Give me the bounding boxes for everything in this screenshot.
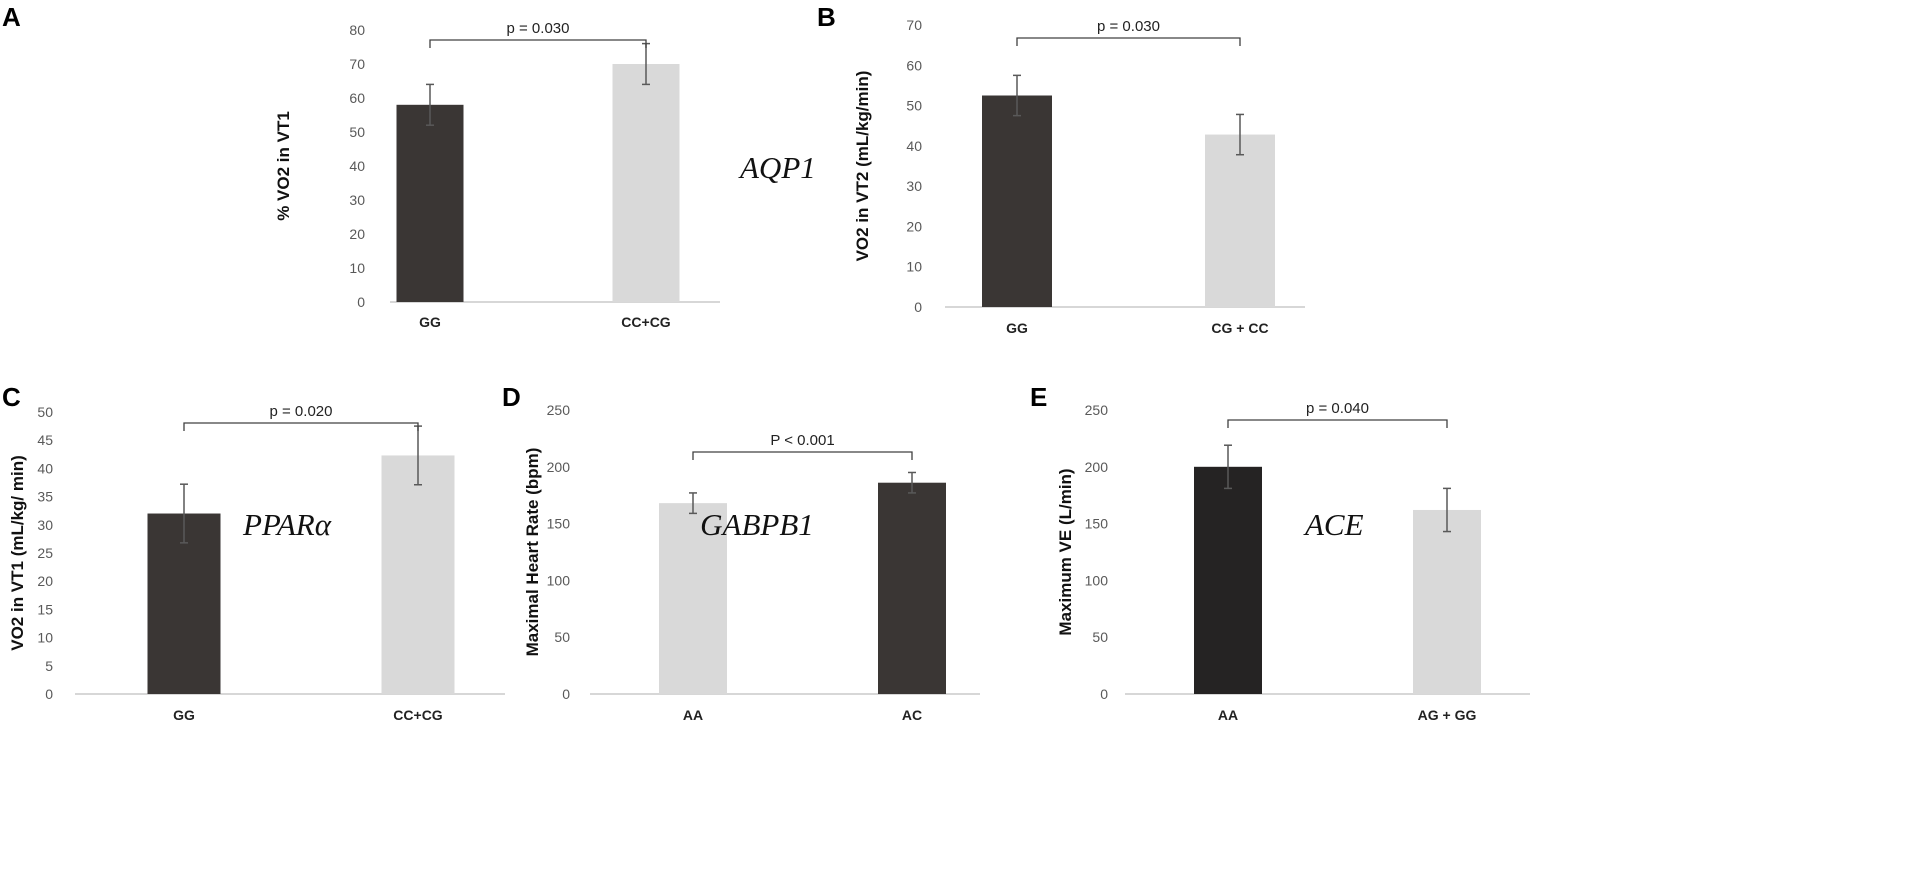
x-category-label: CC+CG [621,314,671,330]
y-tick-label: 5 [45,658,53,674]
x-category-label: AA [683,707,703,723]
panel-c: C 0 5 10 15 20 25 30 35 40 45 50 VO2 in VT1 (mL/kg/ … [2,382,505,723]
y-tick-label: 30 [906,178,922,194]
error-bar [1224,444,1232,490]
x-category-label: GG [1006,320,1028,336]
y-tick-label: 10 [37,630,53,646]
y-axis-label: % VO2 in VT1 [274,111,293,221]
x-category-label: CC+CG [393,707,443,723]
y-tick-label: 70 [349,56,365,72]
bar-ac [878,482,946,694]
y-tick-label: 150 [547,516,571,532]
error-bar [1443,487,1451,533]
significance-bracket [1227,419,1448,428]
y-tick-label: 100 [547,572,571,588]
y-tick-label: 50 [554,629,570,645]
y-tick-label: 40 [37,460,53,476]
y-tick-label: 250 [547,402,571,418]
y-axis-label: VO2 in VT2 (mL/kg/min) [853,71,872,262]
y-tick-label: 50 [37,404,53,420]
y-tick-label: 50 [349,124,365,140]
x-category-label: AC [902,707,922,723]
y-tick-label: 0 [562,686,570,702]
y-axis-label: Maximum VE (L/min) [1056,468,1075,635]
error-bar [908,471,916,494]
y-tick-label: 100 [1085,572,1109,588]
x-category-label: GG [173,707,195,723]
y-axis-label: VO2 in VT1 (mL/kg/ min) [8,455,27,651]
y-tick-label: 40 [349,158,365,174]
panel-letter: E [1030,382,1047,412]
y-tick-label: 20 [37,573,53,589]
p-value-label: p = 0.020 [270,403,333,420]
y-tick-label: 250 [1085,402,1109,418]
y-axis-label: Maximal Heart Rate (bpm) [523,448,542,657]
bar-aa [659,503,727,694]
error-bar [689,492,697,515]
y-tick-label: 20 [906,218,922,234]
y-tick-label: 10 [349,260,365,276]
panel-letter: B [817,2,836,32]
bar-aa [1194,466,1262,694]
p-value-label: P < 0.001 [770,432,834,449]
panel-letter: D [502,382,521,412]
p-value-label: p = 0.030 [507,20,570,37]
y-tick-label: 25 [37,545,53,561]
y-tick-label: 50 [906,98,922,114]
x-category-label: GG [419,314,441,330]
bar-cc-cg [381,455,455,694]
x-category-label: CG + CC [1211,320,1268,336]
y-tick-label: 200 [547,459,571,475]
y-tick-label: 80 [349,22,365,38]
bar-cg-cc [1205,134,1275,307]
y-tick-label: 40 [906,138,922,154]
error-bar [1013,74,1021,117]
y-tick-label: 150 [1085,516,1109,532]
bar-gg [396,104,464,302]
y-tick-label: 0 [45,686,53,702]
panel-a: A 0 10 20 30 40 50 60 70 80 % VO2 in VT1 GG CC+CG p =… [2,2,816,330]
gene-label: ACE [1303,507,1364,542]
y-tick-label: 30 [37,517,53,533]
y-tick-label: 35 [37,489,53,505]
y-tick-label: 15 [37,601,53,617]
y-tick-label: 70 [906,17,922,33]
y-tick-label: 200 [1085,459,1109,475]
y-tick-label: 0 [914,299,922,315]
panel-letter: A [2,2,21,32]
y-tick-label: 50 [1092,629,1108,645]
p-value-label: p = 0.030 [1097,18,1160,35]
significance-bracket [183,422,419,431]
error-bar [426,83,434,126]
p-value-label: p = 0.040 [1306,400,1369,417]
significance-bracket [429,39,647,48]
x-category-label: AG + GG [1418,707,1477,723]
gene-label: PPARα [242,507,332,542]
y-tick-label: 45 [37,432,53,448]
significance-bracket [1016,37,1241,46]
y-tick-label: 10 [906,259,922,275]
bar-gg [147,513,221,694]
significance-bracket [692,451,913,460]
gene-label: AQP1 [738,150,816,185]
y-tick-label: 0 [357,294,365,310]
panel-letter: C [2,382,21,412]
error-bar [1236,113,1244,156]
y-tick-label: 30 [349,192,365,208]
bar-ag-gg [1413,509,1481,694]
y-tick-label: 60 [349,90,365,106]
panel-e: E 0 50 100 150 200 250 Maximum VE (L/min) AA AG +… [1030,382,1530,723]
x-category-label: AA [1218,707,1238,723]
bar-cc-cg [612,64,680,302]
y-tick-label: 60 [906,57,922,73]
gene-label: GABPB1 [700,507,814,542]
error-bar [180,483,188,544]
panel-d: D 0 50 100 150 200 250 Maximal Heart Rate (bpm)… [502,382,980,723]
bar-gg [982,95,1052,307]
y-tick-label: 0 [1100,686,1108,702]
y-tick-label: 20 [349,226,365,242]
panel-b: B 0 10 20 30 40 50 60 70 VO2 in VT2 (mL/kg/min) GG… [817,2,1305,336]
